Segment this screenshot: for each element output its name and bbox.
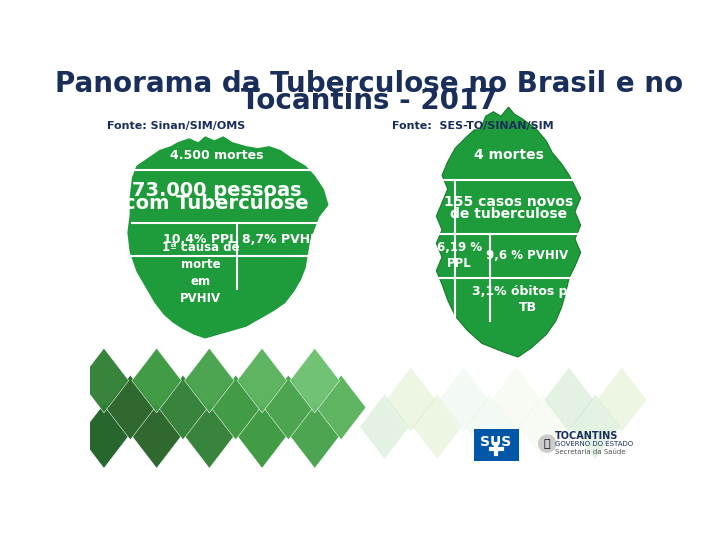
Polygon shape <box>158 375 208 440</box>
Polygon shape <box>570 394 620 459</box>
Text: de tuberculose: de tuberculose <box>450 207 567 221</box>
Text: 4 mortes: 4 mortes <box>474 148 544 162</box>
Polygon shape <box>492 367 541 432</box>
Polygon shape <box>238 348 287 413</box>
Text: Fonte:  SES-TO/SINAN/SIM: Fonte: SES-TO/SINAN/SIM <box>392 122 554 131</box>
Text: 6,19 %
PPL: 6,19 % PPL <box>436 241 482 271</box>
Polygon shape <box>127 136 328 339</box>
Polygon shape <box>518 394 567 459</box>
Polygon shape <box>184 348 234 413</box>
Text: 9,6 % PVHIV: 9,6 % PVHIV <box>487 249 569 262</box>
Text: 🦜: 🦜 <box>544 438 551 449</box>
Polygon shape <box>413 394 462 459</box>
Polygon shape <box>544 367 594 432</box>
Polygon shape <box>132 348 181 413</box>
Text: 4.500 mortes: 4.500 mortes <box>170 150 264 163</box>
Polygon shape <box>290 348 340 413</box>
Text: Fonte: Sinan/SIM/OMS: Fonte: Sinan/SIM/OMS <box>107 122 246 131</box>
Polygon shape <box>438 367 488 432</box>
Text: 3,1% óbitos por
TB: 3,1% óbitos por TB <box>472 285 582 314</box>
Polygon shape <box>290 403 340 468</box>
Polygon shape <box>106 375 155 440</box>
Text: 73.000 pessoas: 73.000 pessoas <box>132 180 302 199</box>
Text: 155 casos novos: 155 casos novos <box>444 195 573 208</box>
Polygon shape <box>316 375 366 440</box>
Polygon shape <box>465 394 515 459</box>
Text: TOCANTINS: TOCANTINS <box>555 431 618 441</box>
Polygon shape <box>597 367 647 432</box>
Polygon shape <box>238 403 287 468</box>
Polygon shape <box>386 367 436 432</box>
Text: Panorama da Tuberculose no Brasil e no: Panorama da Tuberculose no Brasil e no <box>55 70 683 98</box>
Text: SUS: SUS <box>480 435 512 449</box>
Polygon shape <box>79 403 129 468</box>
Text: 1ª causa de
morte
em
PVHIV: 1ª causa de morte em PVHIV <box>162 241 239 305</box>
Polygon shape <box>264 375 313 440</box>
Polygon shape <box>79 348 129 413</box>
Polygon shape <box>132 403 181 468</box>
Text: GOVERNO DO ESTADO: GOVERNO DO ESTADO <box>555 441 633 448</box>
Text: Secretaria da Saúde: Secretaria da Saúde <box>555 449 626 455</box>
FancyBboxPatch shape <box>474 429 518 461</box>
Circle shape <box>538 434 557 453</box>
Polygon shape <box>360 394 409 459</box>
Text: com Tuberculose: com Tuberculose <box>125 194 309 213</box>
Text: Tocantins - 2017: Tocantins - 2017 <box>240 87 498 115</box>
Polygon shape <box>184 403 234 468</box>
Text: 10,4% PPL: 10,4% PPL <box>163 233 238 246</box>
Polygon shape <box>211 375 261 440</box>
Polygon shape <box>436 107 580 357</box>
Text: 8,7% PVHIV: 8,7% PVHIV <box>242 233 324 246</box>
